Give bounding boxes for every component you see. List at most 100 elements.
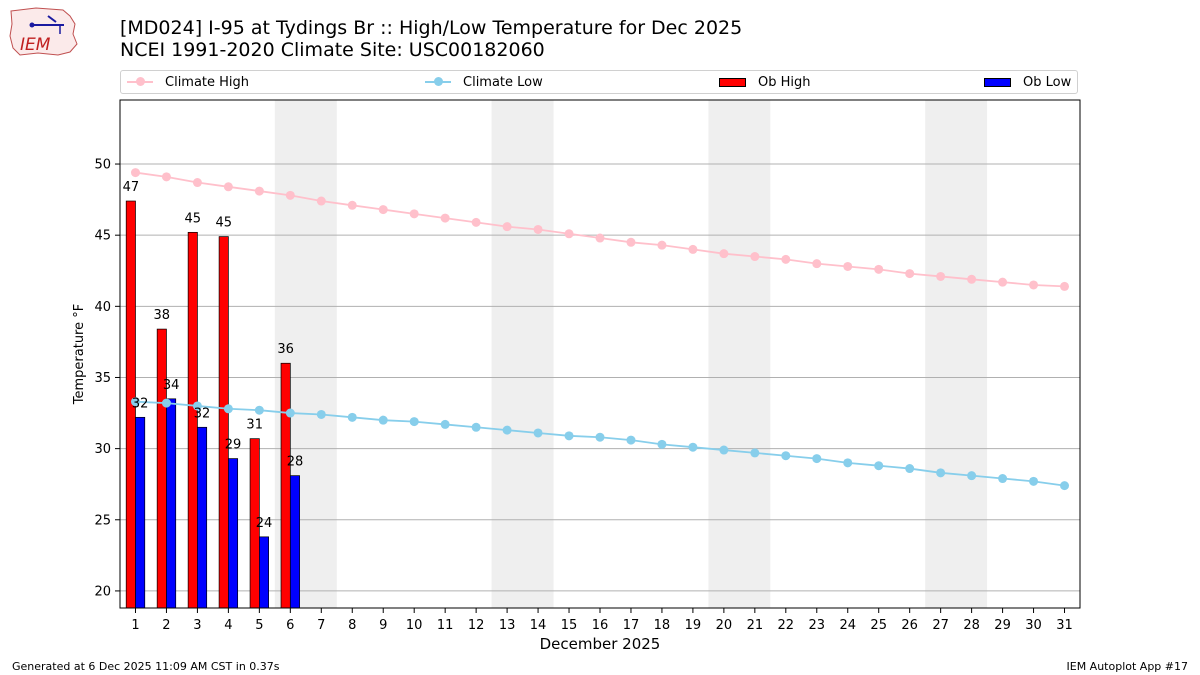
ob-high-bar [156,328,167,609]
x-tick-label: 18 [654,618,671,633]
climate-high-point [781,254,791,264]
climate-low-point [719,445,729,455]
x-tick-label: 2 [162,618,170,633]
climate-low-point [688,442,698,452]
legend-label-climate-low: Climate Low [463,74,543,90]
legend-label-ob-low: Ob Low [1023,74,1072,90]
ob-high-label: 36 [277,342,294,357]
climate-high-point [1060,281,1070,291]
chart-title: [MD024] I-95 at Tydings Br :: High/Low T… [120,17,743,39]
x-tick-label: 4 [224,618,232,633]
ob-high-bar [218,236,229,609]
ob-low-bar [259,536,269,609]
legend-item-climate-high: Climate High [127,71,249,93]
climate-low-swatch [425,77,451,86]
climate-low-point [936,468,946,478]
legend-label-ob-high: Ob High [758,74,811,90]
x-tick-label: 22 [778,618,795,633]
climate-low-point [130,397,140,407]
ob-low-label: 24 [256,516,273,531]
climate-high-point [223,182,233,192]
climate-high-point [161,172,171,182]
x-tick-label: 19 [685,618,702,633]
climate-high-point [595,233,605,243]
climate-low-point [378,415,388,425]
climate-high-point [874,264,884,274]
x-tick-label: 31 [1056,618,1073,633]
climate-low-point [998,474,1008,484]
weekend-shade [491,100,554,608]
climate-low-point [874,461,884,471]
climate-low-point [750,448,760,458]
climate-high-point [409,209,419,219]
climate-low-point [564,431,574,441]
climate-high-point [1029,280,1039,290]
climate-high-swatch [127,77,153,86]
x-tick-label: 12 [468,618,485,633]
x-tick-label: 20 [716,618,733,633]
climate-low-point [254,405,264,415]
climate-low-point [657,439,667,449]
climate-high-point [533,224,543,234]
ob-low-bar [228,458,239,609]
ob-low-swatch [984,77,1011,87]
climate-low-point [905,464,915,474]
climate-high-point [688,244,698,254]
climate-high-point [719,249,729,259]
climate-low-point [595,432,605,442]
climate-low-point [161,398,171,408]
climate-low-point [471,422,481,432]
chart-subtitle: NCEI 1991-2020 Climate Site: USC00182060 [120,39,545,61]
climate-low-point [1060,481,1070,491]
y-tick-label: 50 [94,158,111,173]
climate-low-point [192,401,202,411]
climate-high-point [316,196,326,206]
y-axis-label: Temperature °F [72,304,87,405]
climate-high-point [378,205,388,215]
generated-timestamp: Generated at 6 Dec 2025 11:09 AM CST in … [12,660,280,673]
ob-low-bar [135,416,146,609]
ob-high-swatch [719,77,746,87]
climate-high-point [285,190,295,200]
y-tick-label: 25 [94,513,111,528]
climate-high-point [998,277,1008,287]
climate-high-point [254,186,264,196]
weekend-shade [708,100,771,608]
climate-high-point [843,261,853,271]
climate-low-point [502,425,512,435]
legend-item-ob-low: Ob Low [984,71,1071,93]
climate-low-point [843,458,853,468]
climate-low-point [409,417,419,427]
x-tick-label: 30 [1025,618,1042,633]
climate-high-point [905,269,915,279]
climate-high-point [471,217,481,227]
x-tick-label: 23 [809,618,826,633]
y-tick-label: 40 [94,300,111,315]
ob-low-label: 32 [194,406,211,421]
climate-high-point [936,271,946,281]
ob-low-bar [197,426,208,609]
climate-low-point [347,412,357,422]
climate-low-point [533,428,543,438]
logo-text: IEM [20,35,51,55]
x-tick-label: 3 [193,618,201,633]
legend-label-climate-high: Climate High [165,74,250,90]
x-tick-label: 16 [592,618,609,633]
y-tick-label: 30 [94,442,111,457]
climate-high-point [130,168,140,178]
x-tick-label: 7 [317,618,325,633]
weekend-shade [925,100,988,608]
x-tick-label: 13 [499,618,516,633]
app-identifier: IEM Autoplot App #17 [1066,660,1189,673]
climate-low-point [223,404,233,414]
x-tick-label: 24 [839,618,856,633]
y-tick-label: 45 [94,229,111,244]
x-tick-label: 6 [286,618,294,633]
ob-low-label: 29 [225,438,242,453]
climate-low-point [1029,476,1039,486]
ob-high-label: 47 [123,180,140,195]
climate-high-point [657,240,667,250]
x-tick-label: 21 [747,618,764,633]
y-tick-label: 35 [94,371,111,386]
